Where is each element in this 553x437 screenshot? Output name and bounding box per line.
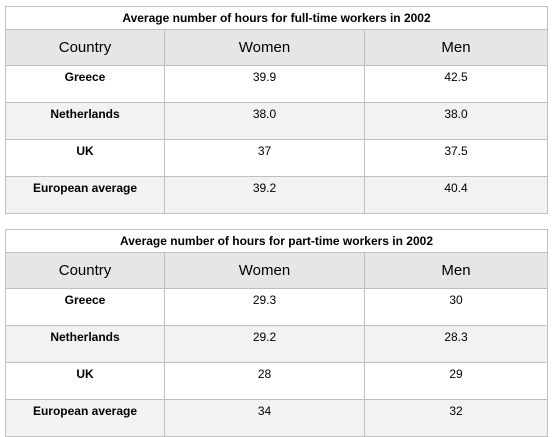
country-cell: UK xyxy=(5,362,165,400)
men-hours-cell: 42.5 xyxy=(363,65,549,103)
full-time-hours-table: Average number of hours for full-time wo… xyxy=(4,6,549,214)
country-cell: UK xyxy=(5,139,165,177)
column-header-women: Women xyxy=(164,252,365,289)
country-cell: Greece xyxy=(5,65,165,103)
table-title: Average number of hours for full-time wo… xyxy=(4,6,549,30)
women-hours-cell: 28 xyxy=(164,362,365,400)
men-hours-cell: 37.5 xyxy=(363,139,549,177)
column-header-women: Women xyxy=(164,29,365,66)
men-hours-cell: 40.4 xyxy=(363,176,549,214)
table-title: Average number of hours for part-time wo… xyxy=(4,229,549,253)
table-header-row: Country Women Men xyxy=(5,252,549,289)
column-header-country: Country xyxy=(5,252,165,289)
table-row: European average 39.2 40.4 xyxy=(5,176,549,214)
country-cell: European average xyxy=(5,176,165,214)
women-hours-cell: 38.0 xyxy=(164,102,365,140)
women-hours-cell: 39.9 xyxy=(164,65,365,103)
table-header-row: Country Women Men xyxy=(5,29,549,66)
column-header-men: Men xyxy=(363,252,549,289)
table-row: UK 28 29 xyxy=(5,362,549,400)
table-title-row: Average number of hours for full-time wo… xyxy=(4,6,549,30)
men-hours-cell: 28.3 xyxy=(363,325,549,363)
country-cell: Netherlands xyxy=(5,102,165,140)
part-time-hours-table: Average number of hours for part-time wo… xyxy=(4,229,549,437)
men-hours-cell: 29 xyxy=(363,362,549,400)
table-row: Greece 39.9 42.5 xyxy=(5,65,549,103)
men-hours-cell: 30 xyxy=(363,288,549,326)
table-row: Netherlands 38.0 38.0 xyxy=(5,102,549,140)
table-row: Greece 29.3 30 xyxy=(5,288,549,326)
column-header-men: Men xyxy=(363,29,549,66)
women-hours-cell: 29.2 xyxy=(164,325,365,363)
table-row: UK 37 37.5 xyxy=(5,139,549,177)
women-hours-cell: 29.3 xyxy=(164,288,365,326)
table-row: Netherlands 29.2 28.3 xyxy=(5,325,549,363)
women-hours-cell: 37 xyxy=(164,139,365,177)
table-title-row: Average number of hours for part-time wo… xyxy=(4,229,549,253)
column-header-country: Country xyxy=(5,29,165,66)
country-cell: Netherlands xyxy=(5,325,165,363)
country-cell: Greece xyxy=(5,288,165,326)
men-hours-cell: 38.0 xyxy=(363,102,549,140)
women-hours-cell: 39.2 xyxy=(164,176,365,214)
